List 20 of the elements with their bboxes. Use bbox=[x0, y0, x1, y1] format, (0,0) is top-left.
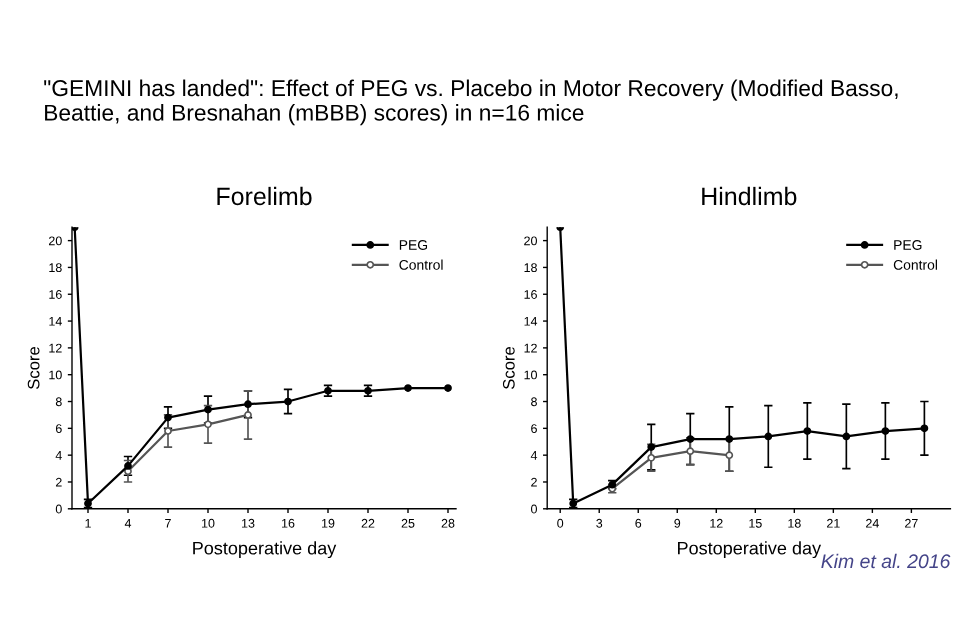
point bbox=[842, 432, 851, 441]
chart-title: Hindlimb bbox=[702, 186, 797, 206]
chart-title: Forelimb bbox=[217, 186, 312, 206]
point bbox=[764, 432, 773, 441]
point bbox=[920, 424, 929, 433]
x-axis-title: Postoperative day bbox=[193, 541, 337, 559]
text: "GEMINI has landed": Effect of PEG vs. Placebo in Motor Recovery (Modified Basso, Beattie, and Bresnahan (mBBB) scores) in n=16 mice bbox=[44, 79, 898, 126]
point bbox=[686, 447, 695, 456]
y-axis-title: Score bbox=[27, 346, 40, 390]
x-axis-title: Postoperative day bbox=[678, 541, 822, 559]
point bbox=[444, 384, 452, 393]
y-axis-title: Score bbox=[502, 346, 515, 390]
point bbox=[803, 427, 812, 435]
point bbox=[244, 400, 252, 409]
point bbox=[647, 453, 656, 462]
point bbox=[881, 427, 890, 435]
text: Kim et al. 2016 bbox=[821, 553, 951, 569]
point bbox=[725, 451, 734, 460]
point bbox=[284, 397, 292, 406]
point bbox=[404, 384, 412, 393]
